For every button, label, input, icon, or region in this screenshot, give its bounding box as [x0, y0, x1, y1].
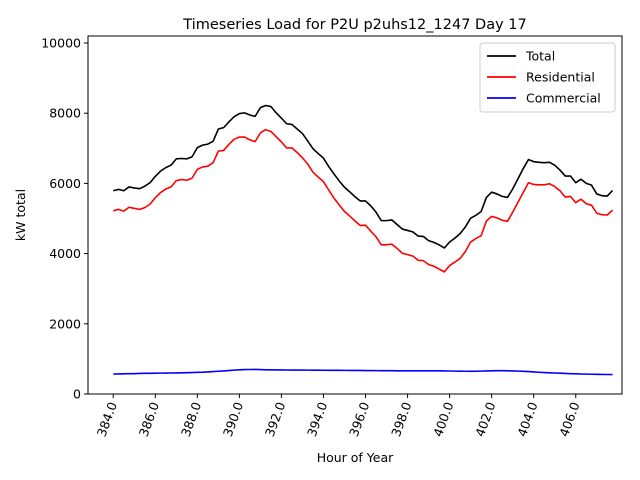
y-tick-label: 4000: [49, 246, 81, 261]
legend-box: [479, 42, 616, 113]
legend: Total Residential Commercial: [479, 42, 616, 113]
y-tick-label: 2000: [49, 316, 81, 331]
y-tick-label: 0: [73, 387, 81, 402]
legend-label-residential: Residential: [526, 70, 595, 85]
legend-entries: Total Residential Commercial: [487, 49, 601, 106]
y-tick-label: 10000: [41, 36, 81, 51]
y-axis-label: kW total: [13, 189, 28, 241]
legend-label-commercial: Commercial: [526, 91, 601, 106]
chart-title: Timeseries Load for P2U p2uhs12_1247 Day…: [182, 17, 526, 33]
series-layer: [113, 104, 614, 376]
y-tick-label: 6000: [49, 176, 81, 191]
series-line-total: [113, 104, 614, 249]
plot-frame: [87, 35, 623, 395]
series-line-residential: [113, 128, 614, 273]
x-axis-label: Hour of Year: [317, 450, 394, 465]
y-tick-label: 8000: [49, 106, 81, 121]
y-axis: 0 2000 4000 6000 8000 10000: [41, 36, 88, 402]
legend-label-total: Total: [525, 49, 555, 64]
series-line-commercial: [113, 368, 613, 376]
